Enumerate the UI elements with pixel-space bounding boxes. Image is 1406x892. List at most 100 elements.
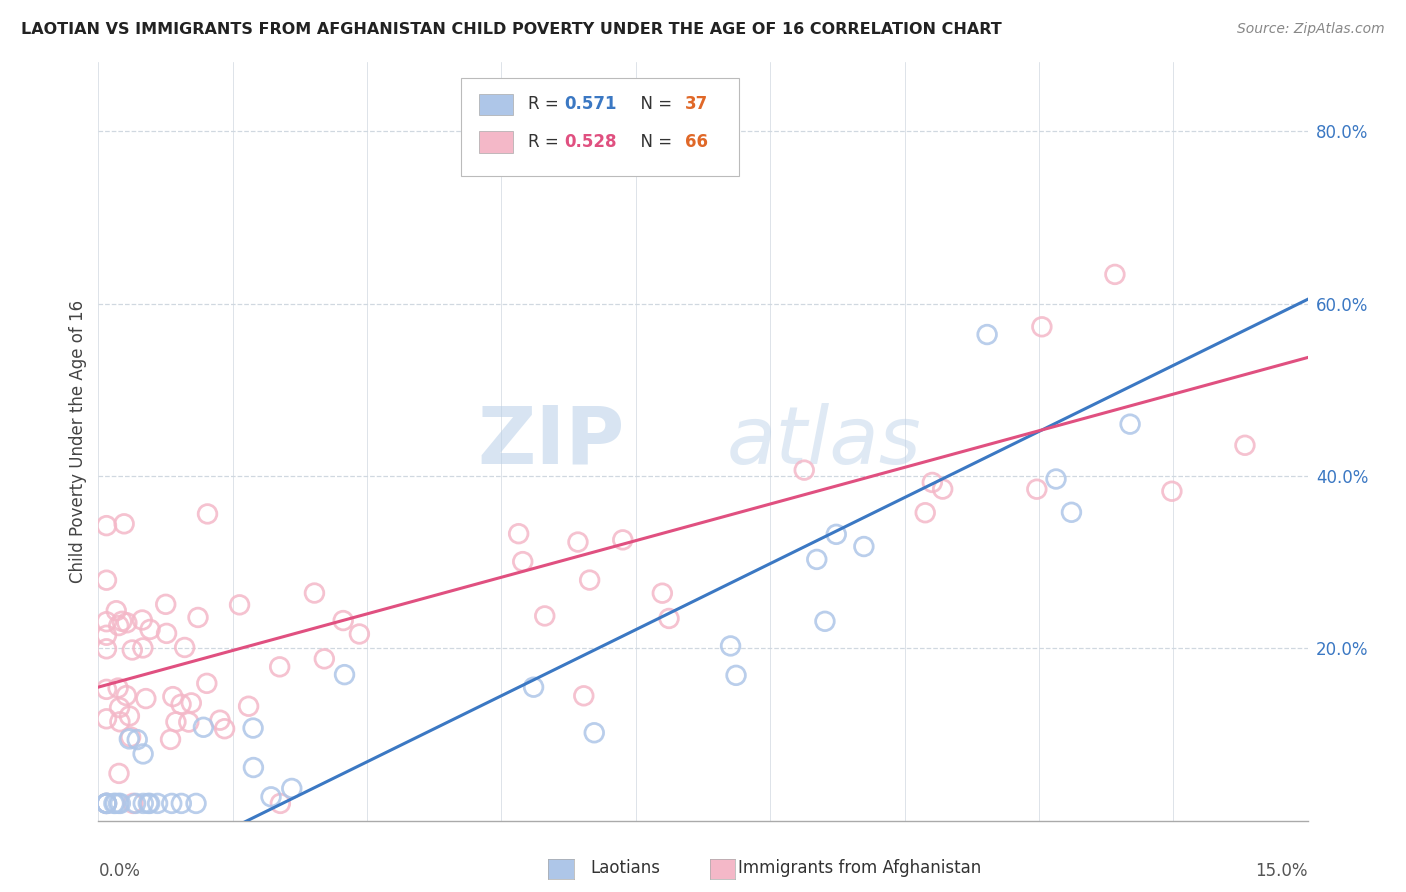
Point: [195, 676, 218, 690]
FancyBboxPatch shape: [461, 78, 740, 177]
Point: [332, 614, 354, 628]
Point: [160, 797, 183, 811]
Point: [96, 797, 118, 811]
Point: [208, 713, 231, 727]
Point: [107, 618, 129, 632]
Point: [1060, 505, 1083, 519]
Point: [852, 540, 875, 554]
Point: [1119, 417, 1142, 432]
Point: [1031, 319, 1053, 334]
Point: [155, 626, 177, 640]
Point: [184, 797, 207, 811]
Point: [170, 698, 193, 712]
Point: [96, 615, 118, 629]
Point: [107, 797, 129, 811]
Point: [96, 797, 118, 811]
Point: [281, 781, 304, 796]
Text: 0.528: 0.528: [564, 133, 616, 151]
Point: [260, 789, 283, 804]
Point: [139, 623, 162, 637]
Point: [131, 613, 153, 627]
Text: N =: N =: [630, 133, 678, 151]
Point: [578, 573, 600, 587]
Point: [118, 731, 141, 746]
Point: [193, 720, 215, 734]
Text: R =: R =: [527, 95, 564, 113]
Point: [921, 475, 943, 490]
Point: [177, 714, 200, 729]
Text: R =: R =: [527, 133, 564, 151]
Point: [105, 604, 128, 618]
Point: [118, 709, 141, 723]
Point: [214, 722, 236, 736]
Point: [242, 760, 264, 774]
Point: [170, 797, 193, 811]
Point: [96, 797, 118, 811]
Point: [162, 690, 184, 704]
Point: [914, 506, 936, 520]
Point: [96, 641, 118, 656]
Text: LAOTIAN VS IMMIGRANTS FROM AFGHANISTAN CHILD POVERTY UNDER THE AGE OF 16 CORRELA: LAOTIAN VS IMMIGRANTS FROM AFGHANISTAN C…: [21, 22, 1002, 37]
Point: [523, 680, 546, 694]
Point: [508, 526, 530, 541]
Text: 37: 37: [685, 95, 709, 113]
Point: [173, 640, 195, 655]
Point: [132, 640, 155, 655]
Point: [197, 507, 219, 521]
Point: [349, 627, 371, 641]
Point: [1161, 484, 1184, 499]
Text: Source: ZipAtlas.com: Source: ZipAtlas.com: [1237, 22, 1385, 37]
Text: 0.571: 0.571: [564, 95, 616, 113]
Point: [124, 797, 146, 811]
Point: [96, 573, 118, 587]
Text: atlas: atlas: [727, 402, 922, 481]
Text: ZIP: ZIP: [477, 402, 624, 481]
Point: [122, 797, 145, 811]
Point: [136, 797, 159, 811]
Point: [112, 516, 135, 531]
Point: [96, 797, 118, 811]
Point: [572, 689, 595, 703]
Text: 15.0%: 15.0%: [1256, 863, 1308, 880]
Bar: [479, 131, 513, 153]
Point: [132, 797, 155, 811]
Point: [583, 725, 606, 739]
Point: [159, 732, 181, 747]
Y-axis label: Child Poverty Under the Age of 16: Child Poverty Under the Age of 16: [69, 300, 87, 583]
Point: [720, 639, 742, 653]
Point: [127, 732, 149, 747]
Bar: [479, 94, 513, 115]
Point: [1104, 268, 1126, 282]
Point: [793, 463, 815, 477]
Point: [96, 518, 118, 533]
Point: [1045, 472, 1067, 486]
Text: Immigrants from Afghanistan: Immigrants from Afghanistan: [738, 859, 981, 877]
Point: [269, 660, 291, 674]
Text: 0.0%: 0.0%: [98, 863, 141, 880]
Point: [725, 668, 748, 682]
Point: [976, 327, 998, 342]
Point: [567, 535, 589, 549]
Point: [512, 555, 534, 569]
Point: [238, 699, 260, 714]
Point: [111, 615, 134, 629]
Point: [96, 682, 118, 697]
Text: N =: N =: [630, 95, 678, 113]
Text: 66: 66: [685, 133, 707, 151]
Point: [1233, 438, 1256, 452]
Point: [187, 610, 209, 624]
Point: [108, 714, 131, 729]
Point: [110, 797, 132, 811]
Point: [138, 797, 160, 811]
Point: [135, 691, 157, 706]
Text: Laotians: Laotians: [591, 859, 661, 877]
Point: [658, 611, 681, 625]
Point: [96, 628, 118, 642]
Point: [228, 598, 250, 612]
Point: [121, 643, 143, 657]
Point: [146, 797, 169, 811]
Point: [806, 552, 828, 566]
Point: [96, 797, 118, 811]
Point: [1025, 482, 1047, 496]
Point: [825, 527, 848, 541]
